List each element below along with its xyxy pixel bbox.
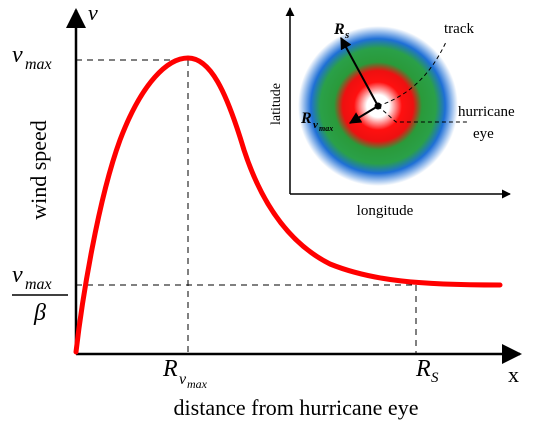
inset-rvmax-sub: v <box>313 119 318 131</box>
inset: latitude longitude track hurricane eye R… <box>269 7 515 219</box>
inset-rvmax-subsub: max <box>319 124 333 133</box>
rs-arrow <box>340 36 379 107</box>
y-tick-ratio-num-sub: max <box>25 276 52 293</box>
y-tick-vmax-sub: max <box>25 56 52 73</box>
x-axis-symbol: x <box>508 362 519 387</box>
x-tick-rs: R S <box>415 356 439 386</box>
y-axis-label: wind speed <box>26 120 51 220</box>
rvmax-arrow <box>348 105 379 124</box>
y-tick-ratio-num-base: v <box>12 262 23 288</box>
inset-rs-base: R <box>333 21 345 38</box>
wind-profile-curve <box>73 55 503 355</box>
inset-rvmax-base: R <box>300 110 312 127</box>
x-axis-label: distance from hurricane eye <box>174 395 419 420</box>
y-axis-symbol: v <box>88 0 98 25</box>
x-tick-rvmax-base: R <box>162 356 178 382</box>
inset-rs-sub: s <box>344 29 349 41</box>
x-tick-rvmax-sub: v <box>179 371 187 388</box>
guide-lines <box>76 59 417 354</box>
eye-label-1: hurricane <box>458 104 515 120</box>
inset-y-label: latitude <box>269 83 284 125</box>
y-tick-ratio: v max β <box>12 262 68 326</box>
y-tick-vmax: v max <box>12 42 52 73</box>
x-tick-rvmax-subsub: max <box>187 377 208 391</box>
x-tick-rs-base: R <box>415 356 431 382</box>
y-tick-ratio-den: β <box>33 300 46 326</box>
x-tick-rvmax: R v max <box>162 356 208 391</box>
y-tick-vmax-base: v <box>12 42 23 68</box>
eye-label-2: eye <box>473 126 494 142</box>
main-axes <box>66 8 522 364</box>
inset-x-label: longitude <box>357 203 414 219</box>
track-label: track <box>444 21 474 37</box>
eye-leader <box>377 105 468 123</box>
track-path <box>377 41 447 107</box>
eye-dot <box>374 102 382 110</box>
x-tick-rs-sub: S <box>431 370 439 386</box>
